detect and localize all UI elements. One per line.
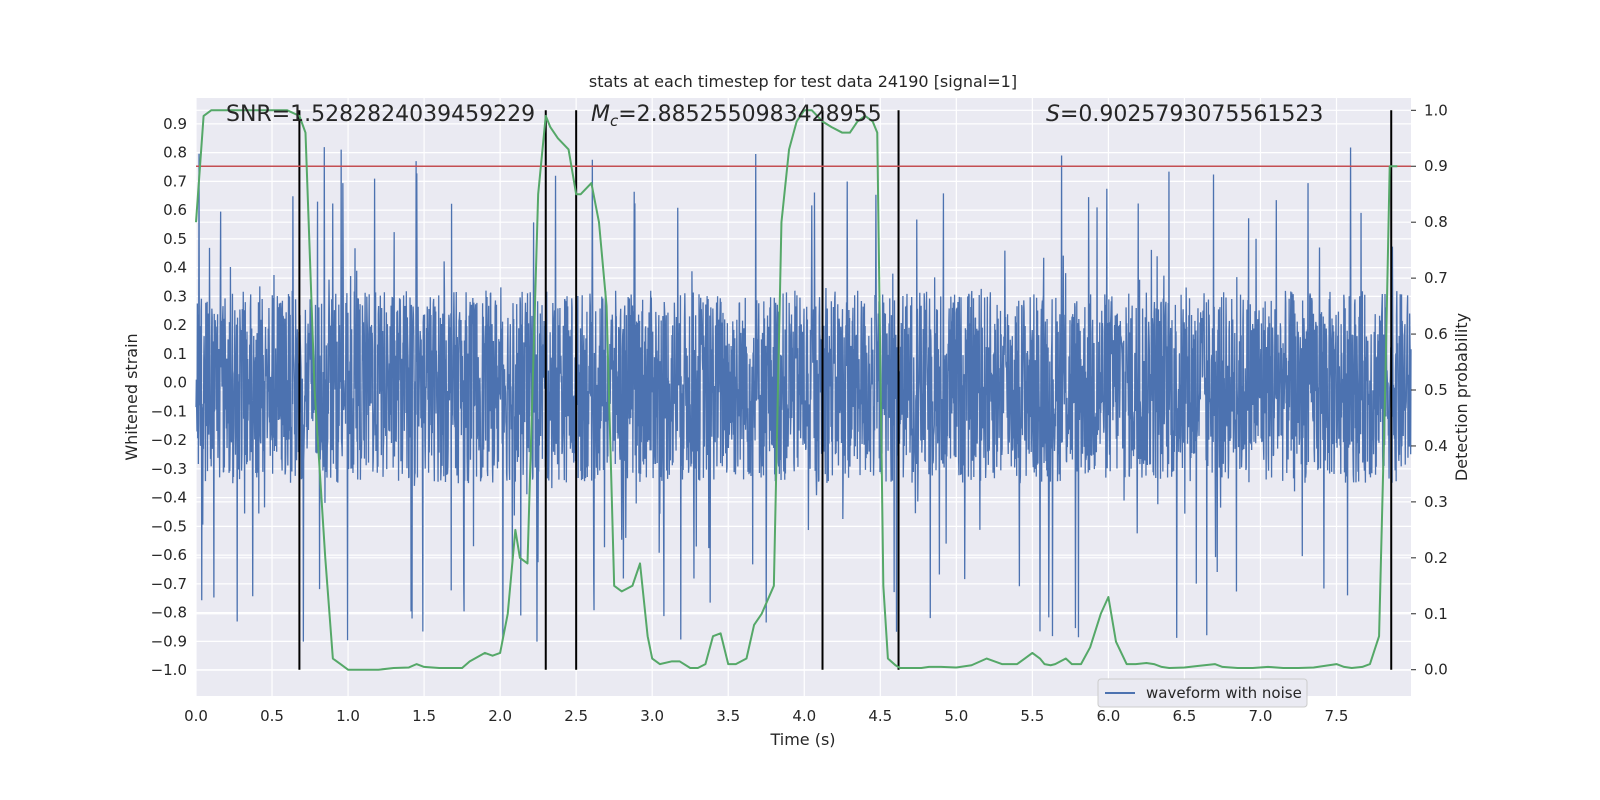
y2-tick-labels: 1.0 0.9 0.8 0.7 0.6 0.5 0.4 0.3 0.2 0.1 0.0 bbox=[1411, 101, 1448, 679]
probability-series bbox=[195, 109, 1398, 671]
y-tick-label: −0.8 bbox=[151, 604, 187, 622]
y-tick-label: −0.3 bbox=[151, 460, 187, 478]
s-symbol: S bbox=[1046, 102, 1060, 127]
y-tick-label: 0.0 bbox=[163, 374, 187, 392]
x-tick-label: 0.0 bbox=[184, 707, 208, 725]
detection-probability-line bbox=[195, 109, 1398, 671]
x-tick-label: 6.0 bbox=[1096, 707, 1120, 725]
y-tick-label: −0.4 bbox=[151, 489, 187, 507]
y-axis-label: Whitened strain bbox=[122, 333, 141, 460]
y-tick-label: −0.6 bbox=[151, 546, 187, 564]
x-tick-label: 3.0 bbox=[640, 707, 664, 725]
waveform-line bbox=[195, 147, 1412, 642]
y-tick-label: −1.0 bbox=[151, 661, 187, 679]
y-tick-label: 0.7 bbox=[163, 172, 187, 190]
y-tick-label: 0.3 bbox=[163, 287, 187, 305]
y-tick-label: 0.6 bbox=[163, 201, 187, 219]
y2-tick-label: 0.0 bbox=[1424, 661, 1448, 679]
y-tick-labels: 0.9 0.8 0.7 0.6 0.5 0.4 0.3 0.2 0.1 0.0 −0.1 −0.2 −0… bbox=[151, 115, 187, 679]
x-tick-label: 5.5 bbox=[1020, 707, 1044, 725]
legend-box bbox=[1097, 678, 1308, 708]
snr-annotation: SNR=1.5282824039459229 bbox=[226, 102, 535, 127]
y-tick-label: −0.5 bbox=[151, 517, 187, 535]
x-tick-labels: 0.0 0.5 1.0 1.5 2.0 2.5 3.0 3.5 4.0 4.5 5.0 5.5 6.0 6… bbox=[184, 707, 1348, 725]
y-tick-label: 0.1 bbox=[163, 345, 187, 363]
y-tick-label: 0.4 bbox=[163, 259, 187, 277]
s-value: =0.9025793075561523 bbox=[1060, 102, 1323, 127]
y2-tick-label: 0.4 bbox=[1424, 437, 1448, 455]
y-tick-label: −0.1 bbox=[151, 402, 187, 420]
x-tick-label: 1.0 bbox=[336, 707, 360, 725]
x-tick-label: 6.5 bbox=[1172, 707, 1196, 725]
x-tick-label: 5.0 bbox=[944, 707, 968, 725]
y2-tick-label: 0.6 bbox=[1424, 325, 1448, 343]
y2-tick-label: 0.5 bbox=[1424, 381, 1448, 399]
waveform-series bbox=[195, 147, 1412, 642]
x-tick-label: 4.5 bbox=[868, 707, 892, 725]
y-tick-label: 0.8 bbox=[163, 144, 187, 162]
chirp-mass-symbol: M bbox=[591, 102, 610, 127]
x-tick-label: 2.5 bbox=[564, 707, 588, 725]
y-tick-label: 0.5 bbox=[163, 230, 187, 248]
chart-title: stats at each timestep for test data 241… bbox=[589, 72, 1017, 91]
chirp-mass-annotation: Mc=2.8852550983428955 bbox=[591, 102, 882, 130]
y2-tick-label: 0.9 bbox=[1424, 157, 1448, 175]
chirp-mass-value: =2.8852550983428955 bbox=[618, 102, 881, 127]
y2-tick-label: 0.7 bbox=[1424, 269, 1448, 287]
x-tick-label: 2.0 bbox=[488, 707, 512, 725]
y-tick-label: −0.9 bbox=[151, 632, 187, 650]
chirp-mass-subscript: c bbox=[610, 112, 619, 130]
y-tick-label: 0.2 bbox=[163, 316, 187, 334]
x-tick-label: 4.0 bbox=[792, 707, 816, 725]
y-tick-label: 0.9 bbox=[163, 115, 187, 133]
legend: waveform with noise bbox=[1097, 678, 1308, 708]
y-tick-label: −0.2 bbox=[151, 431, 187, 449]
x-tick-label: 3.5 bbox=[716, 707, 740, 725]
x-axis-label: Time (s) bbox=[769, 730, 835, 749]
y2-tick-label: 1.0 bbox=[1424, 101, 1448, 119]
x-tick-label: 7.5 bbox=[1325, 707, 1349, 725]
boundary-lines bbox=[298, 110, 1393, 670]
s-annotation: S=0.9025793075561523 bbox=[1046, 102, 1323, 127]
y2-tick-label: 0.1 bbox=[1424, 605, 1448, 623]
y2-tick-label: 0.3 bbox=[1424, 493, 1448, 511]
legend-label: waveform with noise bbox=[1146, 684, 1302, 702]
y2-axis-label: Detection probability bbox=[1452, 313, 1471, 481]
y-tick-label: −0.7 bbox=[151, 575, 187, 593]
y2-tick-label: 0.2 bbox=[1424, 549, 1448, 567]
x-tick-label: 7.0 bbox=[1249, 707, 1273, 725]
x-tick-label: 1.5 bbox=[412, 707, 436, 725]
y2-tick-label: 0.8 bbox=[1424, 213, 1448, 231]
x-tick-label: 0.5 bbox=[260, 707, 284, 725]
